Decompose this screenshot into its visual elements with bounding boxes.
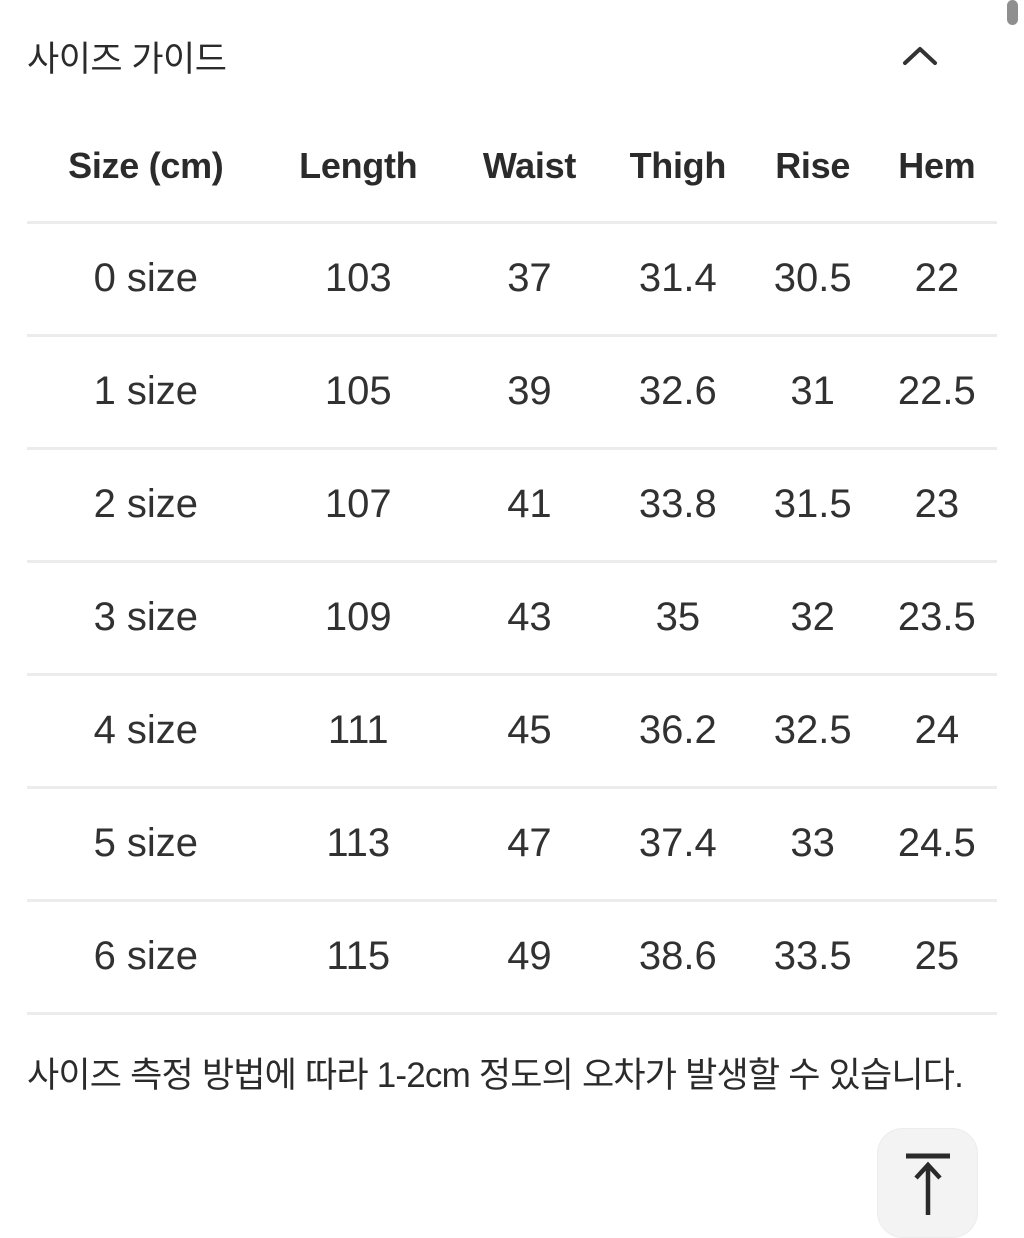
cell-waist: 41 (451, 448, 608, 563)
cell-rise: 32 (748, 561, 877, 676)
table-row: 4 size 111 45 36.2 32.5 24 (27, 674, 997, 789)
table-row: 1 size 105 39 32.6 31 22.5 (27, 335, 997, 450)
cell-hem: 24.5 (876, 787, 997, 902)
table-row: 3 size 109 43 35 32 23.5 (27, 561, 997, 676)
col-header-rise: Rise (748, 112, 877, 224)
table-row: 0 size 103 37 31.4 30.5 22 (27, 222, 997, 337)
scroll-to-top-button[interactable] (877, 1128, 978, 1238)
cell-size: 2 size (27, 448, 265, 563)
cell-rise: 31 (748, 335, 877, 450)
cell-thigh: 36.2 (607, 674, 749, 789)
cell-waist: 47 (451, 787, 608, 902)
size-tolerance-note: 사이즈 측정 방법에 따라 1-2cm 정도의 오차가 발생할 수 있습니다. (27, 1055, 964, 1095)
cell-waist: 39 (451, 335, 608, 450)
cell-rise: 33.5 (748, 900, 877, 1015)
cell-length: 103 (264, 222, 452, 337)
cell-waist: 45 (451, 674, 608, 789)
cell-size: 5 size (27, 787, 265, 902)
cell-length: 115 (264, 900, 452, 1015)
col-header-size: Size (cm) (27, 112, 265, 224)
arrow-up-to-line-icon (903, 1147, 953, 1219)
cell-length: 113 (264, 787, 452, 902)
cell-rise: 31.5 (748, 448, 877, 563)
col-header-waist: Waist (451, 112, 608, 224)
cell-size: 1 size (27, 335, 265, 450)
cell-rise: 32.5 (748, 674, 877, 789)
cell-rise: 33 (748, 787, 877, 902)
size-table-header-row: Size (cm) Length Waist Thigh Rise Hem (27, 112, 997, 224)
cell-hem: 22 (876, 222, 997, 337)
cell-size: 0 size (27, 222, 265, 337)
cell-thigh: 32.6 (607, 335, 749, 450)
collapse-section-button[interactable] (895, 37, 945, 75)
table-row: 5 size 113 47 37.4 33 24.5 (27, 787, 997, 902)
chevron-up-icon (901, 43, 939, 69)
cell-thigh: 35 (607, 561, 749, 676)
cell-size: 4 size (27, 674, 265, 789)
cell-thigh: 31.4 (607, 222, 749, 337)
cell-thigh: 38.6 (607, 900, 749, 1015)
col-header-length: Length (264, 112, 452, 224)
cell-waist: 49 (451, 900, 608, 1015)
cell-length: 105 (264, 335, 452, 450)
scrollbar-thumb[interactable] (1007, 0, 1018, 25)
table-row: 2 size 107 41 33.8 31.5 23 (27, 448, 997, 563)
cell-hem: 22.5 (876, 335, 997, 450)
cell-thigh: 33.8 (607, 448, 749, 563)
cell-waist: 37 (451, 222, 608, 337)
cell-rise: 30.5 (748, 222, 877, 337)
cell-hem: 23 (876, 448, 997, 563)
cell-size: 3 size (27, 561, 265, 676)
cell-hem: 24 (876, 674, 997, 789)
table-row: 6 size 115 49 38.6 33.5 25 (27, 900, 997, 1015)
col-header-thigh: Thigh (607, 112, 749, 224)
cell-hem: 25 (876, 900, 997, 1015)
size-guide-header: 사이즈 가이드 (27, 0, 997, 112)
cell-size: 6 size (27, 900, 265, 1015)
cell-hem: 23.5 (876, 561, 997, 676)
cell-length: 107 (264, 448, 452, 563)
cell-thigh: 37.4 (607, 787, 749, 902)
size-guide-section: 사이즈 가이드 Size (cm) Length Waist Thigh Ris… (27, 0, 997, 1095)
cell-length: 109 (264, 561, 452, 676)
size-table: Size (cm) Length Waist Thigh Rise Hem 0 … (27, 112, 997, 1015)
cell-length: 111 (264, 674, 452, 789)
cell-waist: 43 (451, 561, 608, 676)
section-title: 사이즈 가이드 (27, 39, 227, 79)
col-header-hem: Hem (876, 112, 997, 224)
